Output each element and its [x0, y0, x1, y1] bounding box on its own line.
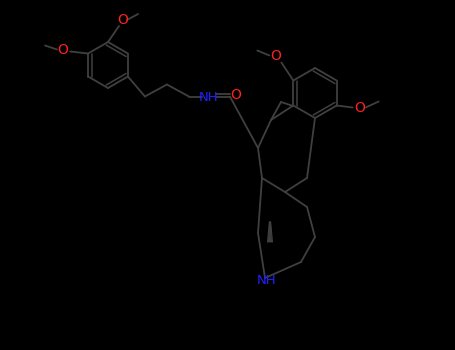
- Text: O: O: [231, 88, 241, 102]
- Text: NH: NH: [257, 273, 277, 287]
- Text: O: O: [270, 49, 281, 63]
- Text: O: O: [117, 13, 128, 27]
- Text: NH: NH: [199, 91, 219, 104]
- Text: O: O: [354, 100, 365, 114]
- Text: O: O: [58, 42, 69, 56]
